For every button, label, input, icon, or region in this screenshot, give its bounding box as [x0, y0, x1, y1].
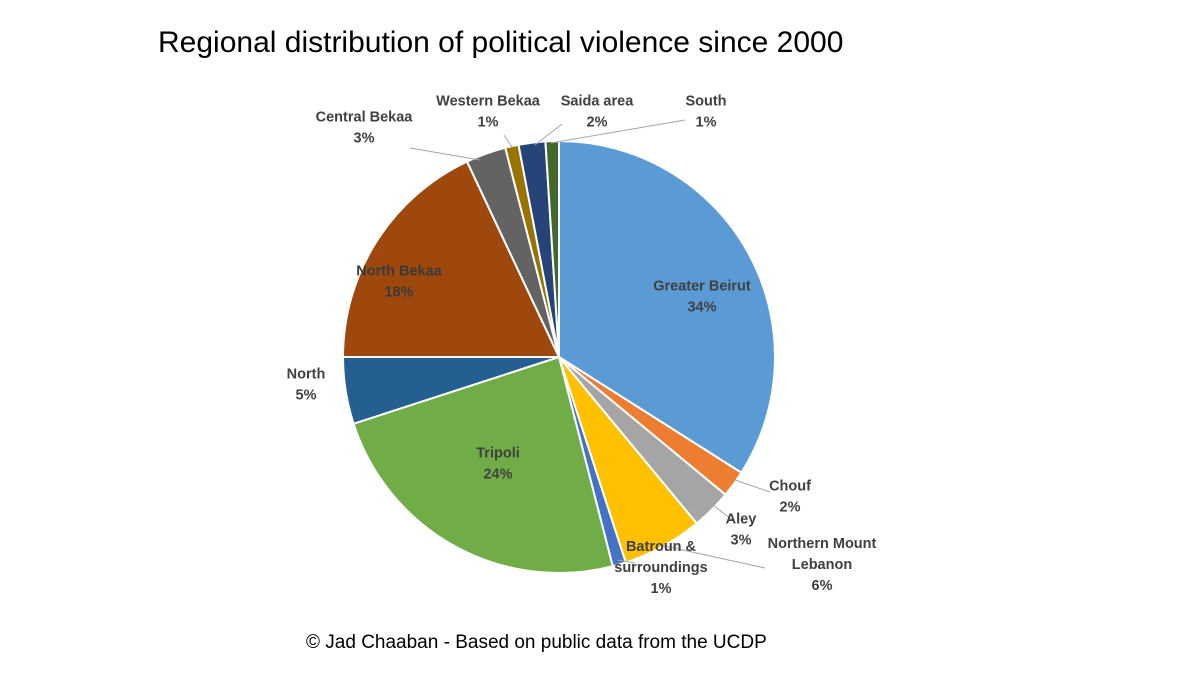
data-label-western-bekaa: Western Bekaa 1%: [436, 94, 541, 131]
pie-slice-tripoli: [352, 355, 614, 574]
data-label-north-bekaa: North Bekaa 18%: [356, 264, 442, 301]
leader-line-south: [550, 119, 686, 144]
data-label-saida-area: Saida area 2%: [561, 94, 634, 131]
leader-line-batroun-surroundings: [617, 559, 636, 564]
leader-line-central-bekaa: [409, 147, 481, 161]
data-label-greater-beirut: Greater Beirut 34%: [653, 279, 751, 316]
leader-line-chouf: [734, 479, 771, 493]
chart-title: Regional distribution of political viole…: [158, 26, 844, 59]
pie-slice-north-bekaa: [341, 160, 561, 358]
leader-line-western-bekaa: [503, 134, 513, 148]
data-label-chouf: Chouf 2%: [769, 479, 811, 516]
pie-slice-greater-beirut: [558, 139, 776, 475]
leader-line-aley: [712, 504, 736, 523]
data-label-aley: Aley 3%: [726, 512, 757, 549]
data-label-north: North 5%: [287, 367, 326, 404]
pie-slice-south: [544, 139, 560, 358]
data-label-northern-mount-lebanon: Northern Mount Lebanon 6%: [768, 536, 877, 594]
data-label-south: South 1%: [685, 94, 726, 131]
data-label-batroun-surroundings: Batroun & surroundings 1%: [614, 539, 707, 597]
footnote: © Jad Chaaban - Based on public data fro…: [306, 632, 767, 653]
data-label-central-bekaa: Central Bekaa 3%: [316, 110, 414, 147]
leader-line-saida-area: [534, 123, 563, 146]
leader-line-northern-mount-lebanon: [659, 544, 766, 569]
data-label-tripoli: Tripoli 24%: [476, 446, 520, 483]
